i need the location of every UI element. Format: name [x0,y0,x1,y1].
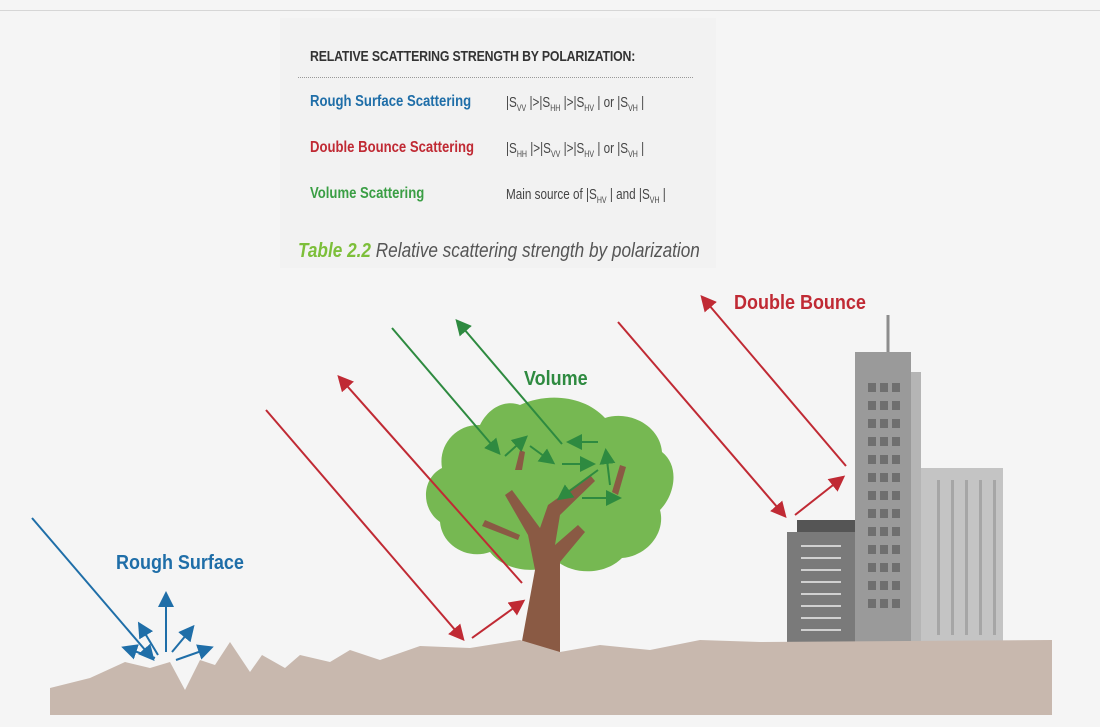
row-label-rough: Rough Surface Scattering [310,93,472,110]
label-double-bounce: Double Bounce [734,292,866,314]
table-title: RELATIVE SCATTERING STRENGTH BY POLARIZA… [310,48,636,65]
ground-trunk-bounce-arrows [265,375,526,642]
double-bounce-arrows [617,294,847,519]
row-label-volume: Volume Scattering [310,185,425,202]
short-building-icon [787,520,855,642]
row-value-double-bounce: |SHH |>|SVV |>|SHV | or |SVH | [506,140,645,159]
tree-icon [425,397,674,652]
ground [50,640,1052,715]
table-divider [298,77,693,78]
volume-scattering-arrows [391,318,622,506]
row-value-rough: |SVV |>|SHH |>|SHV | or |SVH | [506,94,645,113]
wide-building-icon [921,468,1003,642]
label-rough-surface: Rough Surface [116,552,244,574]
label-volume: Volume [524,368,588,390]
row-label-double-bounce: Double Bounce Scattering [310,139,475,156]
table-caption: Table 2.2 Relative scattering strength b… [298,240,700,262]
skyscraper-icon [855,315,921,642]
top-divider [0,10,1100,11]
rough-surface-arrows [31,517,214,662]
scattering-table: RELATIVE SCATTERING STRENGTH BY POLARIZA… [280,18,716,268]
row-value-volume: Main source of |SHV | and |SVH | [506,186,666,205]
